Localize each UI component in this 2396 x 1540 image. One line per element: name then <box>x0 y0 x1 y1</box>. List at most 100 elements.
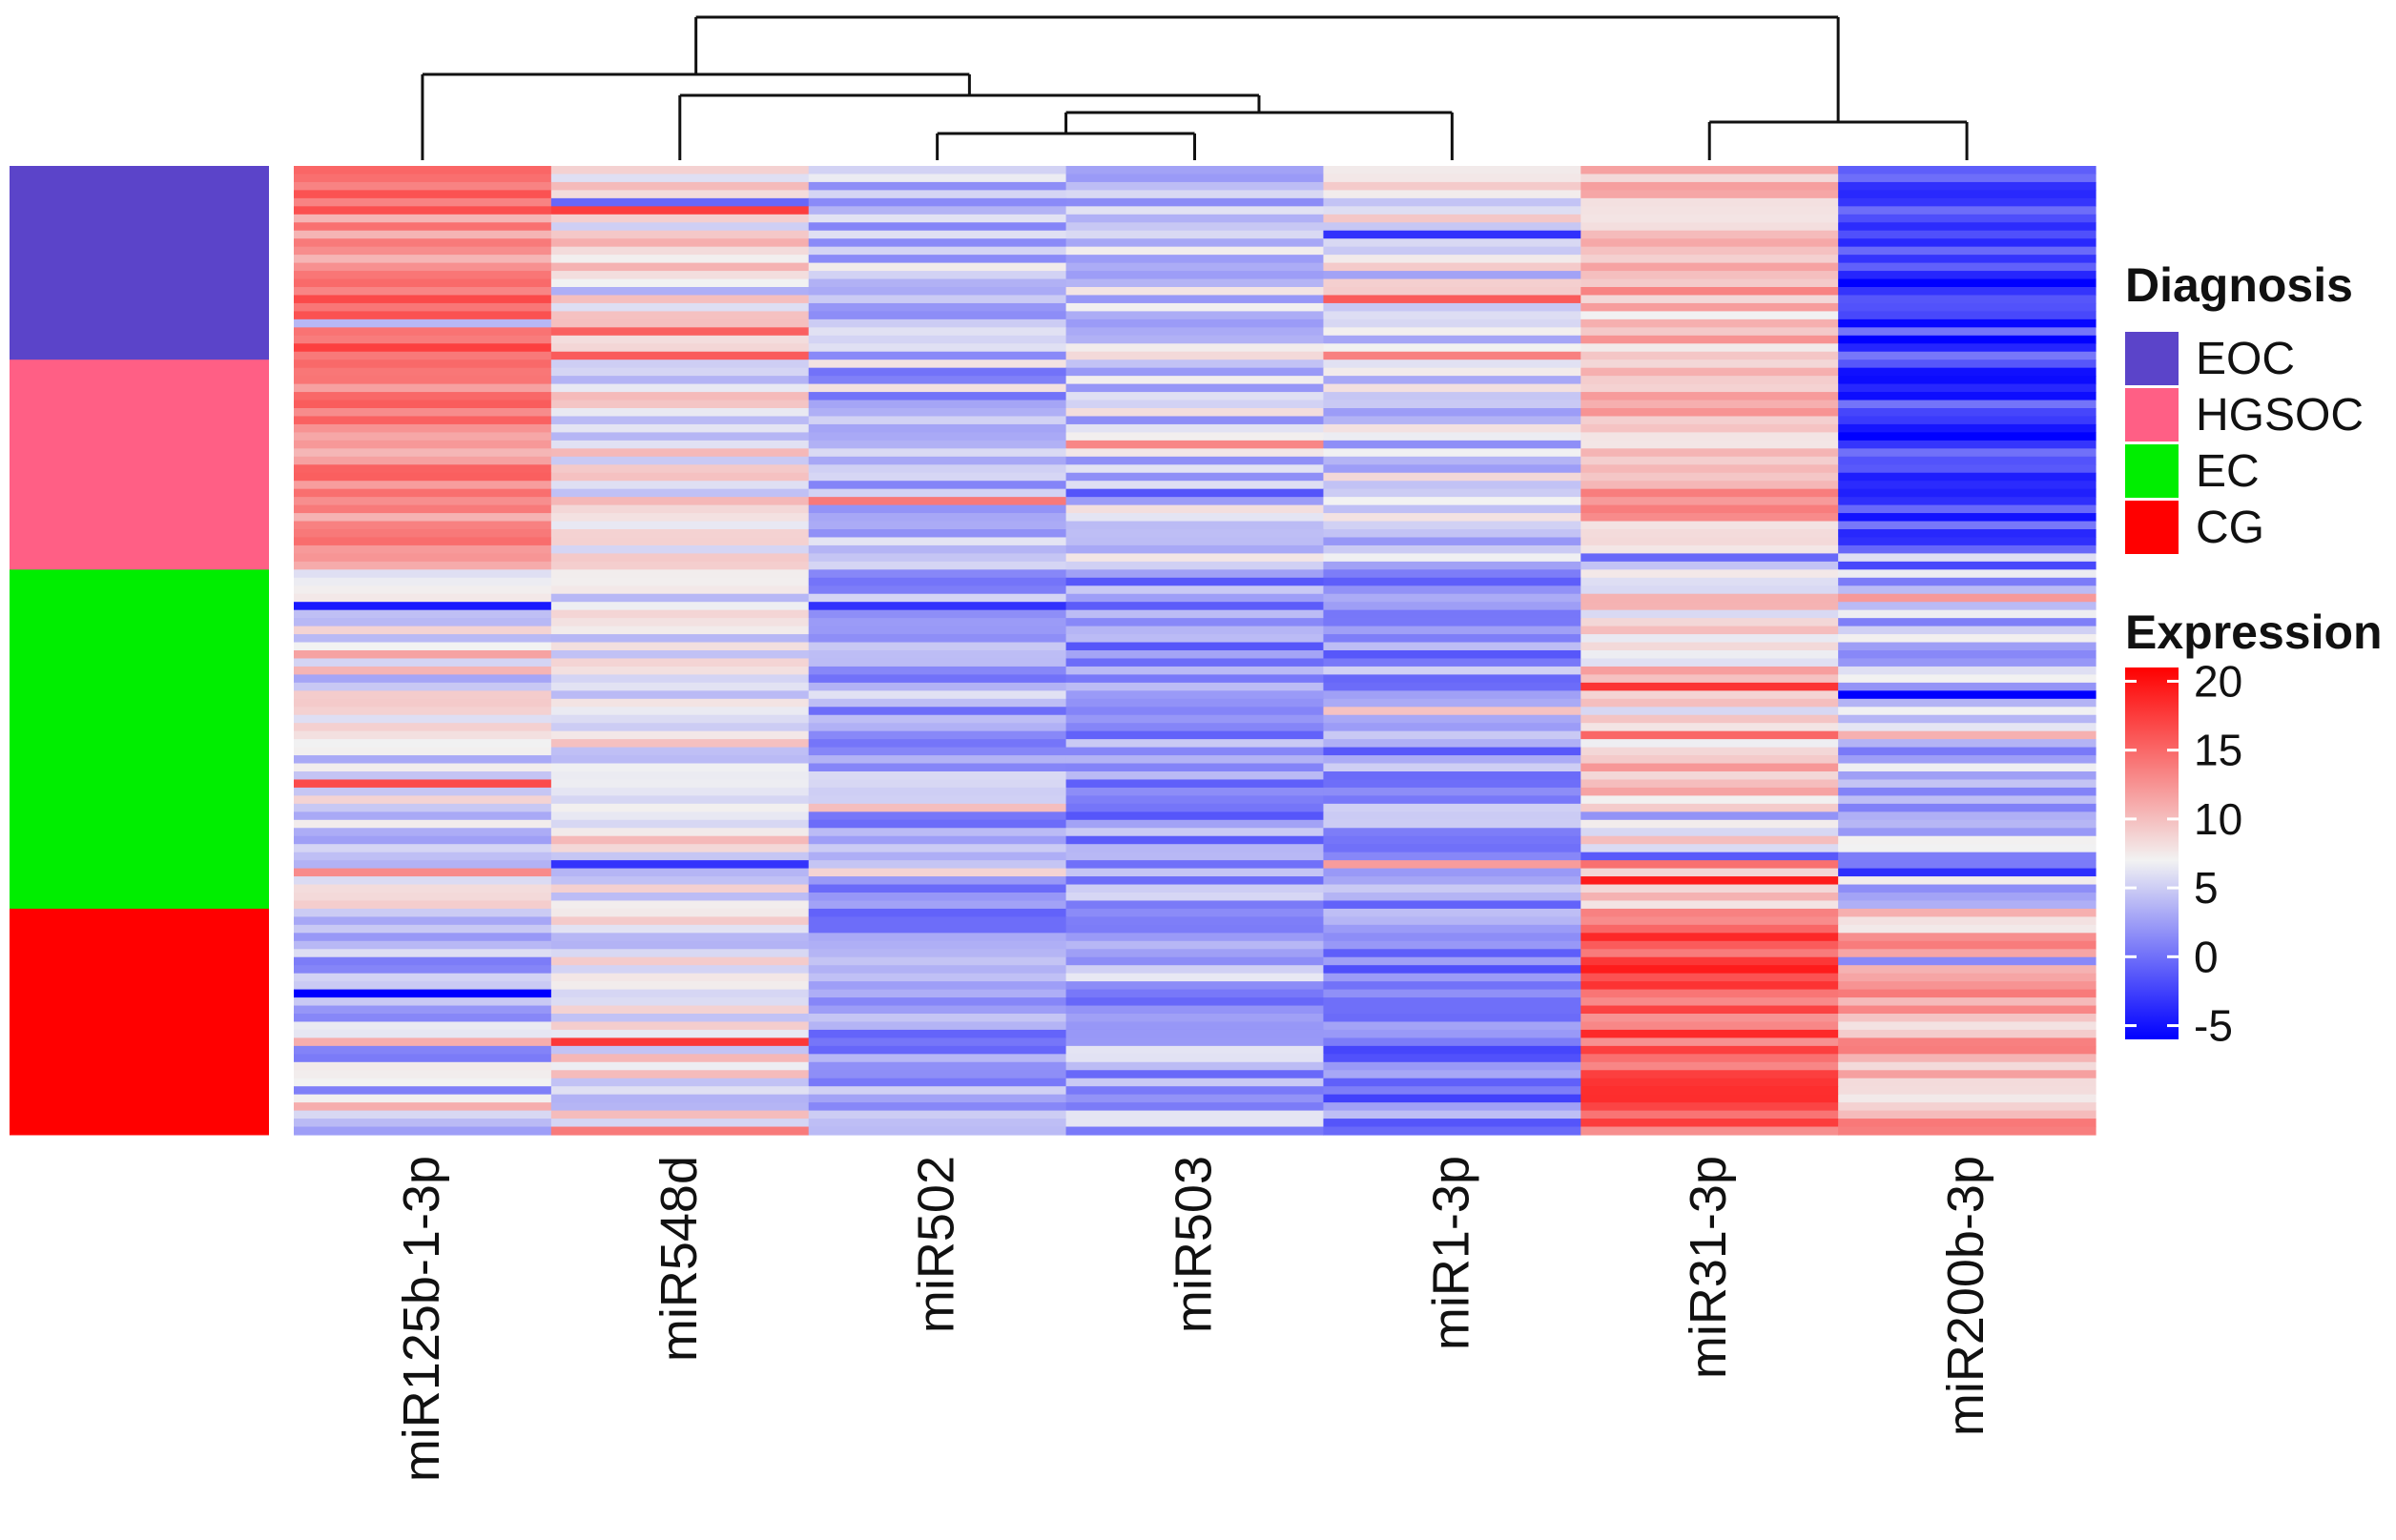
heatmap-cell <box>808 819 1067 829</box>
heatmap-cell <box>550 618 810 627</box>
heatmap-cell <box>808 642 1067 651</box>
heatmap-cell <box>1065 1014 1325 1023</box>
heatmap-cell <box>1580 779 1839 789</box>
heatmap-cell <box>294 933 552 942</box>
heatmap-cell <box>1323 383 1581 393</box>
heatmap-cell <box>1323 488 1581 498</box>
heatmap-cell <box>1323 828 1581 837</box>
heatmap-cell <box>1580 868 1839 877</box>
heatmap-cell <box>808 763 1067 772</box>
heatmap-cell <box>1838 246 2096 256</box>
heatmap-cell <box>1065 819 1325 829</box>
heatmap-cell <box>808 504 1067 514</box>
heatmap-cell <box>1323 965 1581 975</box>
heatmap-cell <box>1838 771 2096 781</box>
heatmap-cell <box>1580 166 1839 175</box>
heatmap-cell <box>1580 666 1839 675</box>
heatmap-cell <box>1838 1014 2096 1023</box>
row-annotation-bar <box>10 166 269 1136</box>
heatmap-cell <box>808 206 1067 216</box>
heatmap-cell <box>1838 828 2096 837</box>
heatmap-cell <box>1323 1005 1581 1015</box>
heatmap-cell <box>1065 771 1325 781</box>
heatmap-cell <box>550 1086 810 1096</box>
heatmap-cell <box>808 335 1067 344</box>
heatmap-cell <box>1323 416 1581 425</box>
heatmap-cell <box>294 1029 552 1038</box>
heatmap-cell <box>1323 262 1581 272</box>
heatmap-cell <box>1323 278 1581 288</box>
heatmap-cell <box>1065 318 1325 328</box>
heatmap-cell <box>294 456 552 465</box>
heatmap-cell <box>1580 1070 1839 1079</box>
heatmap-cell <box>294 828 552 837</box>
heatmap-cell <box>1580 416 1839 425</box>
heatmap-cell <box>808 1119 1067 1128</box>
heatmap-cell <box>294 383 552 393</box>
heatmap-cell <box>1323 747 1581 756</box>
heatmap-cell <box>294 755 552 765</box>
colorbar-tick-label: 0 <box>2194 932 2219 981</box>
heatmap-cell <box>1065 956 1325 966</box>
heatmap-cell <box>808 432 1067 441</box>
heatmap-cell <box>1580 916 1839 926</box>
heatmap-cell <box>294 698 552 708</box>
heatmap-cell <box>1323 230 1581 239</box>
heatmap-cell <box>808 585 1067 595</box>
heatmap-cell <box>1838 472 2096 482</box>
heatmap-cell <box>1065 383 1325 393</box>
heatmap-cell <box>1065 1070 1325 1079</box>
heatmap-cell <box>1580 626 1839 635</box>
heatmap-cell <box>1323 602 1581 611</box>
heatmap-cell <box>808 981 1067 991</box>
heatmap-cell <box>1838 634 2096 644</box>
heatmap-cell <box>808 916 1067 926</box>
heatmap-cell <box>808 908 1067 917</box>
heatmap-cell <box>1323 730 1581 740</box>
heatmap-cell <box>1323 1078 1581 1087</box>
heatmap-cell <box>1065 166 1325 175</box>
heatmap-cell <box>808 940 1067 950</box>
heatmap-cell <box>294 1126 552 1136</box>
heatmap-cell <box>550 868 810 877</box>
heatmap-cell <box>294 626 552 635</box>
heatmap-cell <box>1065 730 1325 740</box>
heatmap-cell <box>550 537 810 546</box>
heatmap-cell <box>294 181 552 191</box>
heatmap-cell <box>1580 1102 1839 1112</box>
heatmap-cell <box>1065 174 1325 183</box>
heatmap-cell <box>294 190 552 199</box>
heatmap-cell <box>550 997 810 1007</box>
heatmap-cell <box>1838 238 2096 248</box>
heatmap-cell <box>550 949 810 958</box>
heatmap-cell <box>550 529 810 539</box>
heatmap-cell <box>294 585 552 595</box>
heatmap-cell <box>1580 190 1839 199</box>
heatmap-cell <box>294 400 552 409</box>
heatmap-cell <box>1323 763 1581 772</box>
annotation-ec <box>10 569 269 910</box>
heatmap-cell <box>808 868 1067 877</box>
heatmap-cell <box>1838 481 2096 490</box>
heatmap-cell <box>808 1061 1067 1071</box>
heatmap-cell <box>1065 376 1325 385</box>
heatmap-cell <box>1323 214 1581 223</box>
heatmap-cell <box>1065 561 1325 570</box>
heatmap-cell <box>1065 400 1325 409</box>
heatmap-cell <box>808 295 1067 304</box>
heatmap-cell <box>1838 190 2096 199</box>
heatmap-cell <box>1065 190 1325 199</box>
heatmap-cell <box>294 408 552 418</box>
heatmap-cell <box>1580 893 1839 902</box>
heatmap-cell <box>1323 844 1581 853</box>
heatmap-cell <box>1323 868 1581 877</box>
heatmap-cell <box>1323 271 1581 280</box>
heatmap-cell <box>1580 973 1839 982</box>
heatmap-cell <box>1580 739 1839 749</box>
heatmap-cell <box>1580 981 1839 991</box>
heatmap-cell <box>1838 537 2096 546</box>
heatmap-cell <box>1065 367 1325 377</box>
heatmap-cell <box>808 553 1067 563</box>
heatmap-cell <box>550 593 810 603</box>
heatmap-cell <box>808 1037 1067 1047</box>
